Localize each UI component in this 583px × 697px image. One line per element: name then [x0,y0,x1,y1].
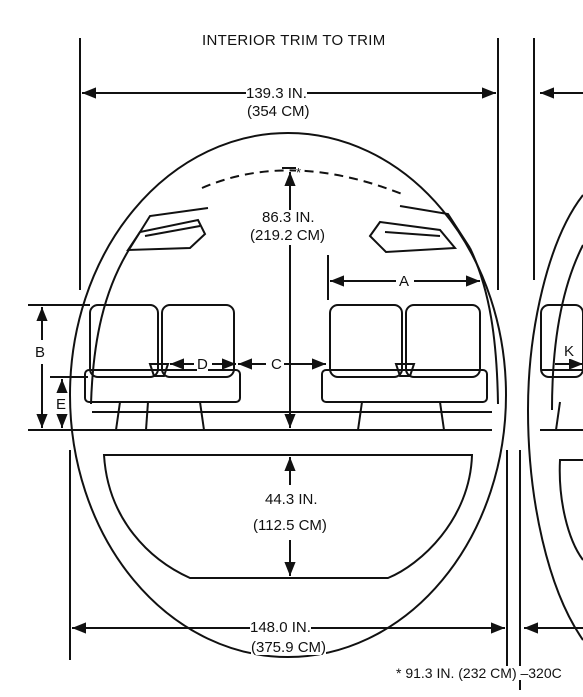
adjacent-seat-leg [555,401,561,431]
dimension-label-a: A [399,273,410,290]
left-seat-leg [199,401,205,431]
adjacent-inner-wall [551,244,583,411]
ceiling-dashed-line [201,169,403,195]
fuselage-outer-shell [69,132,507,658]
bottom-width-centimeters: (375.9 CM) [251,639,327,656]
dimension-label-b: B [35,344,46,361]
right-seat-leg [357,401,363,431]
right-sidewall [469,247,499,405]
footnote: * 91.3 IN. (232 CM) –320C [396,665,562,681]
cargo-compartment [102,454,474,579]
right-seat-inboard-back [329,304,403,378]
right-armrest [394,363,416,377]
right-seat-outboard-back [405,304,481,378]
cargo-height-centimeters: (112.5 CM) [253,517,327,534]
diagram-title: INTERIOR TRIM TO TRIM [202,32,386,49]
right-overhead-bin [368,220,458,254]
adjacent-seat-back [540,304,583,378]
adjacent-fuselage-shell [526,194,583,641]
dimension-label-d: D [197,356,208,373]
ceiling-height-inches: 86.3 IN. [262,209,315,226]
dimension-label-e: E [56,396,67,413]
left-seat-leg [145,401,149,431]
left-seat-leg [115,401,121,431]
ceiling-asterisk-marker: * [296,165,302,180]
ceiling-height-centimeters: (219.2 CM) [250,227,326,244]
right-seat-leg [439,401,445,431]
left-bin-upper-edge [129,207,209,249]
left-seat-cushion [84,369,241,403]
left-overhead-bin [126,218,207,252]
cargo-height-inches: 44.3 IN. [265,491,318,508]
left-sidewall [90,247,131,405]
left-seat-inboard-back [161,304,235,378]
right-bin-upper-edge [399,205,471,249]
left-seat-outboard-back [89,304,159,378]
left-bin-detail [144,225,201,237]
right-seat-cushion [321,369,488,403]
dimension-label-k: K [564,343,575,360]
right-bin-detail [384,231,441,237]
top-width-inches: 139.3 IN. [246,85,307,102]
left-armrest [148,363,170,377]
dimension-label-c: C [271,356,282,373]
adjacent-cargo [558,459,583,561]
bottom-width-inches: 148.0 IN. [250,619,311,636]
line-work [28,38,583,690]
top-width-centimeters: (354 CM) [247,103,310,120]
